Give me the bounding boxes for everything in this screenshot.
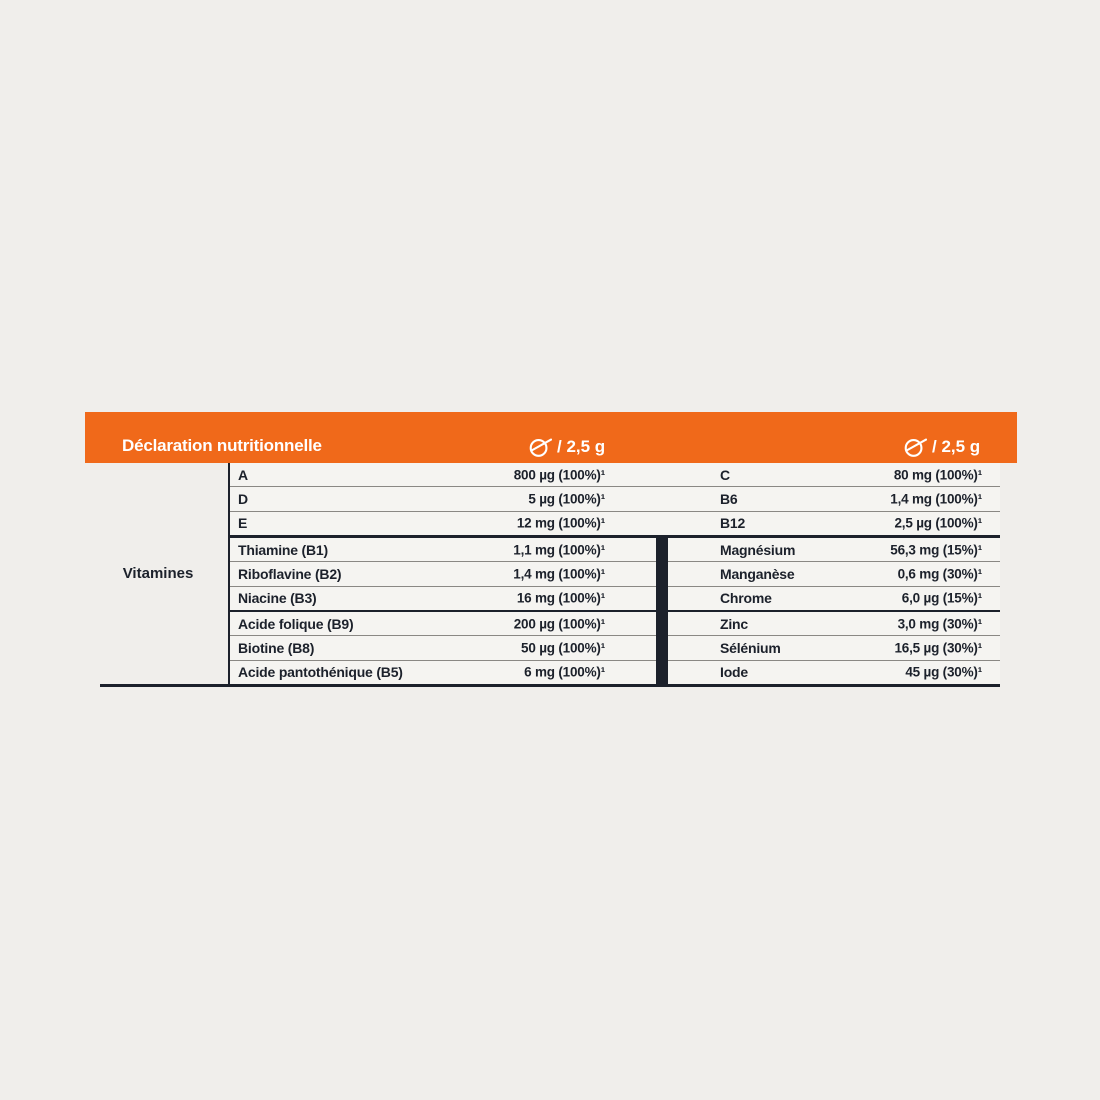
table-row: Sélénium 16,5 µg (30%)¹	[668, 635, 1000, 660]
table-row: Acide folique (B9) 200 µg (100%)¹	[230, 609, 656, 636]
nutrition-table: Vitamines A 800 µg (100%)¹ C 80 mg (100%…	[100, 463, 1000, 687]
nutrient-label: Thiamine (B1)	[238, 541, 328, 558]
table-row: Biotine (B8) 50 µg (100%)¹	[230, 635, 656, 660]
nutrient-value: 50 µg (100%)¹	[521, 640, 605, 656]
declaration-title: Déclaration nutritionnelle	[122, 436, 322, 455]
table-row: Riboflavine (B2) 1,4 mg (100%)¹	[230, 561, 656, 586]
serving-size-center: / 2,5 g	[529, 435, 605, 458]
section-divider	[228, 535, 1000, 538]
nutrient-label: B6	[720, 490, 738, 507]
table-row: Niacine (B3) 16 mg (100%)¹	[230, 585, 656, 610]
nutrient-value: 1,4 mg (100%)¹	[513, 566, 605, 582]
nutrient-label: B12	[720, 515, 746, 532]
nutrient-label: Riboflavine (B2)	[238, 565, 342, 582]
scoop-icon	[529, 438, 552, 457]
nutrient-value: 6 mg (100%)¹	[524, 664, 605, 680]
nutrient-value: 2,5 µg (100%)¹	[894, 515, 982, 531]
table-row: Magnésium 56,3 mg (15%)¹	[668, 538, 1000, 562]
scoop-icon	[904, 438, 927, 457]
nutrient-label: C	[720, 466, 730, 483]
table-row: Zinc 3,0 mg (30%)¹	[668, 609, 1000, 636]
nutrient-value: 6,0 µg (15%)¹	[901, 590, 982, 606]
nutrient-label: Iode	[720, 664, 748, 681]
nutrition-header-bar: Déclaration nutritionnelle / 2,5 g / 2,5…	[85, 412, 1017, 463]
serving-size-right: / 2,5 g	[904, 435, 980, 458]
table-row: Manganèse 0,6 mg (30%)¹	[668, 561, 1000, 586]
table-row: Acide pantothénique (B5) 6 mg (100%)¹	[230, 659, 656, 684]
nutrient-label: Zinc	[720, 615, 748, 632]
nutrient-label: Sélénium	[720, 639, 781, 656]
table-row: A 800 µg (100%)¹ C 80 mg (100%)¹	[230, 463, 1000, 487]
table-bottom-border	[100, 684, 1000, 687]
nutrient-label: Biotine (B8)	[238, 639, 315, 656]
nutrient-label: Acide folique (B9)	[238, 615, 354, 632]
nutrient-value: 0,6 mg (30%)¹	[897, 566, 983, 582]
row-group-label-vitamines: Vitamines	[122, 565, 194, 582]
serving-size-text: / 2,5 g	[557, 436, 606, 456]
nutrient-value: 80 mg (100%)¹	[893, 467, 982, 483]
nutrient-value: 1,4 mg (100%)¹	[890, 491, 982, 507]
nutrient-label: Niacine (B3)	[238, 590, 317, 607]
table-left-border	[228, 463, 230, 684]
nutrient-label: Chrome	[720, 590, 772, 607]
nutrient-value: 16 mg (100%)¹	[516, 590, 605, 606]
b-vitamins-section: Thiamine (B1) 1,1 mg (100%)¹ Riboflavine…	[230, 538, 656, 684]
nutrient-label: E	[238, 515, 248, 532]
table-row: Chrome 6,0 µg (15%)¹	[668, 585, 1000, 610]
nutrient-value: 16,5 µg (30%)¹	[894, 640, 982, 656]
table-row: D 5 µg (100%)¹ B6 1,4 mg (100%)¹	[230, 486, 1000, 511]
table-row: Thiamine (B1) 1,1 mg (100%)¹	[230, 538, 656, 562]
nutrient-label: Magnésium	[720, 541, 796, 558]
nutrient-value: 5 µg (100%)¹	[528, 491, 605, 507]
vitamins-ade-section: A 800 µg (100%)¹ C 80 mg (100%)¹ D 5 µg …	[230, 463, 1000, 535]
nutrient-value: 56,3 mg (15%)¹	[890, 542, 982, 558]
nutrient-value: 3,0 mg (30%)¹	[897, 616, 983, 632]
nutrient-value: 200 µg (100%)¹	[513, 616, 605, 632]
nutrient-label: D	[238, 490, 248, 507]
column-divider-bar	[656, 538, 668, 684]
nutrient-value: 1,1 mg (100%)¹	[513, 542, 605, 558]
table-row: E 12 mg (100%)¹ B12 2,5 µg (100%)¹	[230, 510, 1000, 535]
nutrient-label: Acide pantothénique (B5)	[238, 664, 403, 681]
minerals-section: Magnésium 56,3 mg (15%)¹ Manganèse 0,6 m…	[668, 538, 1000, 684]
serving-size-text: / 2,5 g	[932, 436, 981, 456]
nutrient-value: 12 mg (100%)¹	[516, 515, 605, 531]
table-row: Iode 45 µg (30%)¹	[668, 659, 1000, 684]
nutrient-label: A	[238, 466, 248, 483]
nutrient-label: Manganèse	[720, 565, 795, 582]
nutrient-value: 800 µg (100%)¹	[513, 467, 605, 483]
nutrient-value: 45 µg (30%)¹	[905, 664, 982, 680]
